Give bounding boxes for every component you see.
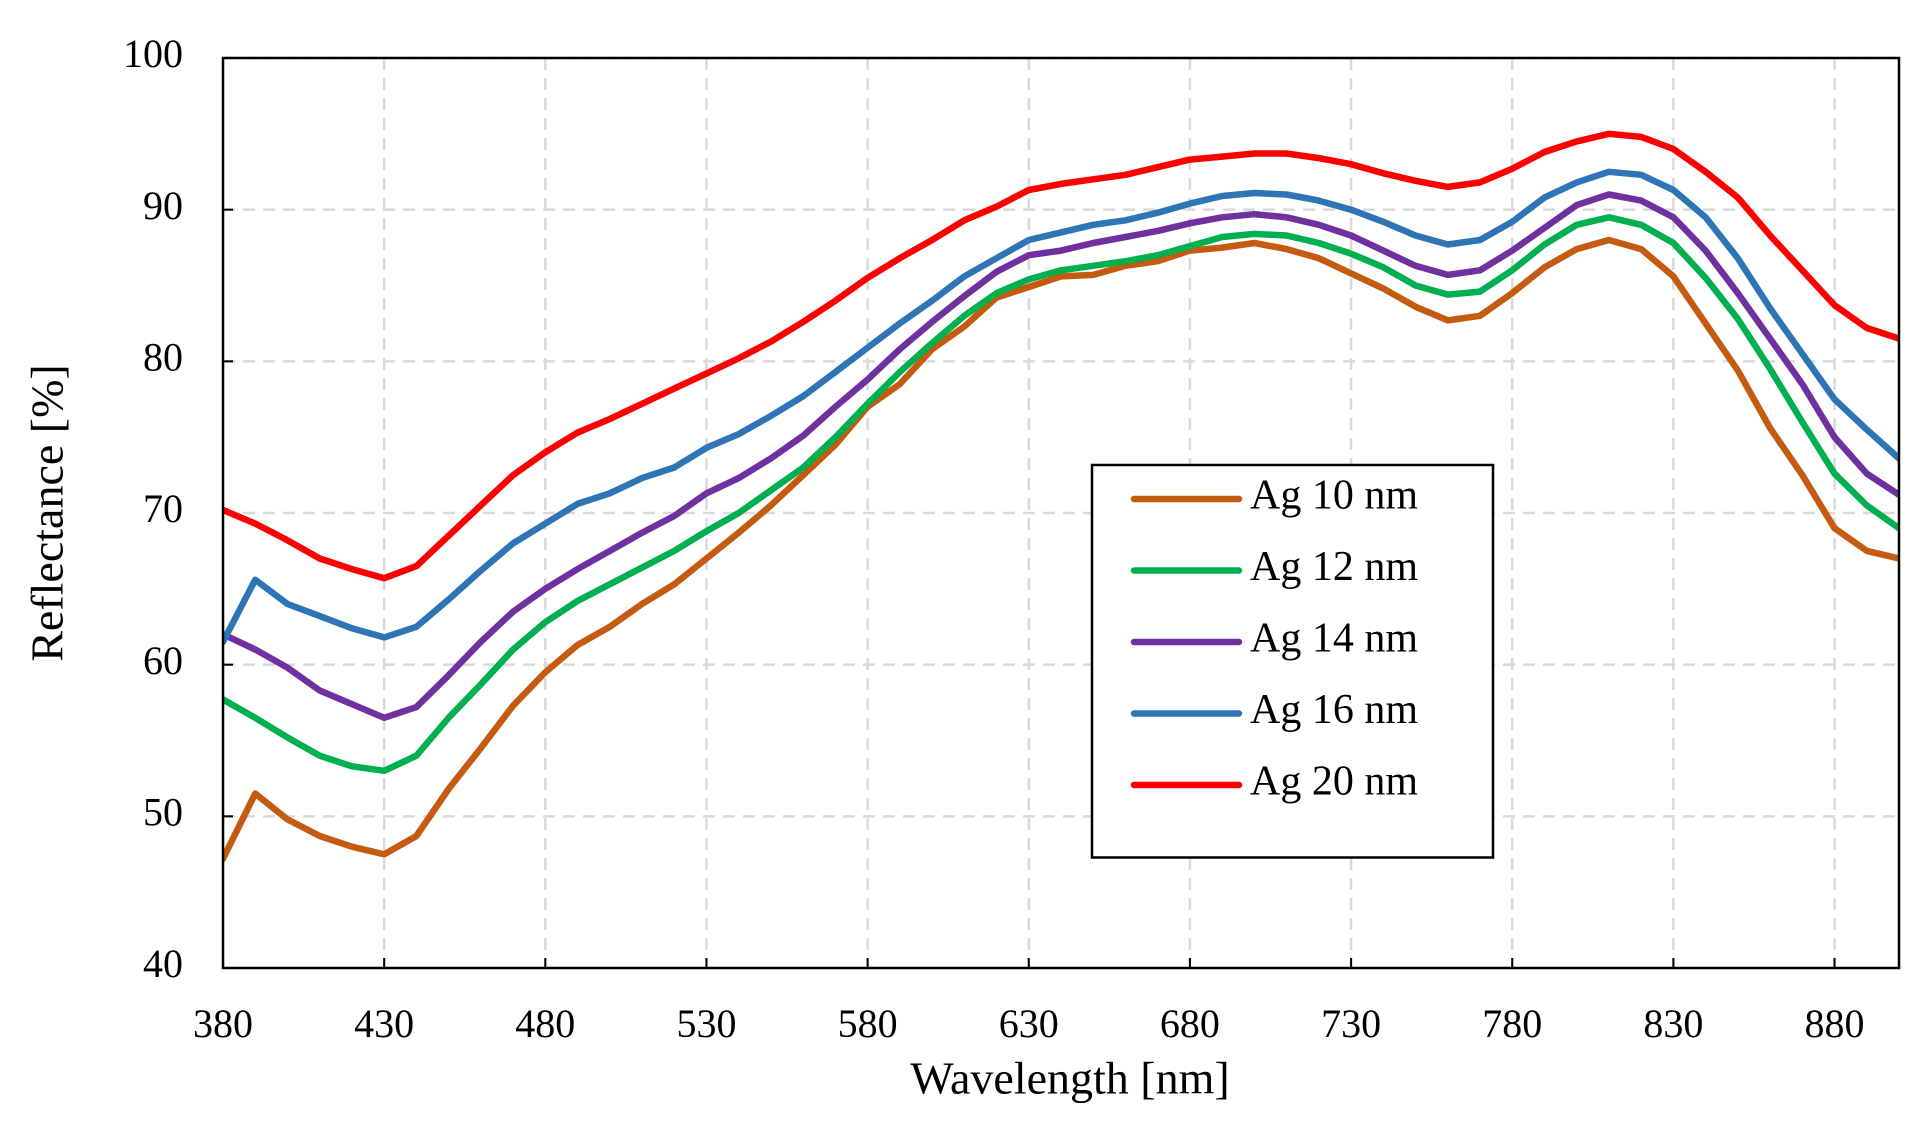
x-tick-label: 380	[193, 1001, 253, 1046]
legend-label: Ag 12 nm	[1250, 544, 1418, 590]
legend-label: Ag 16 nm	[1250, 687, 1418, 733]
y-tick-label: 80	[143, 335, 183, 380]
x-tick-label: 630	[999, 1001, 1059, 1046]
x-tick-label: 730	[1321, 1001, 1381, 1046]
x-tick-label: 880	[1805, 1001, 1865, 1046]
series-line	[223, 168, 1899, 646]
legend-label: Ag 10 nm	[1250, 473, 1418, 519]
x-tick-label: 580	[838, 1001, 898, 1046]
y-tick-label: 90	[143, 183, 183, 228]
x-tick-label: 480	[515, 1001, 575, 1046]
legend-label: Ag 14 nm	[1250, 616, 1418, 662]
x-tick-label: 780	[1482, 1001, 1542, 1046]
legend-label: Ag 20 nm	[1250, 759, 1418, 805]
y-tick-label: 100	[123, 31, 183, 76]
legend-box	[1090, 463, 1495, 859]
series-line	[223, 191, 1899, 722]
plot-frame	[221, 56, 1901, 970]
y-tick-label: 70	[143, 486, 183, 531]
x-tick-label: 430	[354, 1001, 414, 1046]
series-line	[223, 214, 1899, 775]
series-line	[223, 130, 1899, 582]
y-tick-label: 60	[143, 638, 183, 683]
x-axis-title: Wavelength [nm]	[910, 1053, 1229, 1104]
series-line	[223, 236, 1899, 863]
y-axis-title: Reflectance [%]	[22, 364, 73, 662]
x-tick-label: 530	[676, 1001, 736, 1046]
y-tick-label: 40	[143, 941, 183, 986]
x-tick-label: 830	[1643, 1001, 1703, 1046]
x-tick-label: 680	[1160, 1001, 1220, 1046]
y-tick-label: 50	[143, 790, 183, 835]
